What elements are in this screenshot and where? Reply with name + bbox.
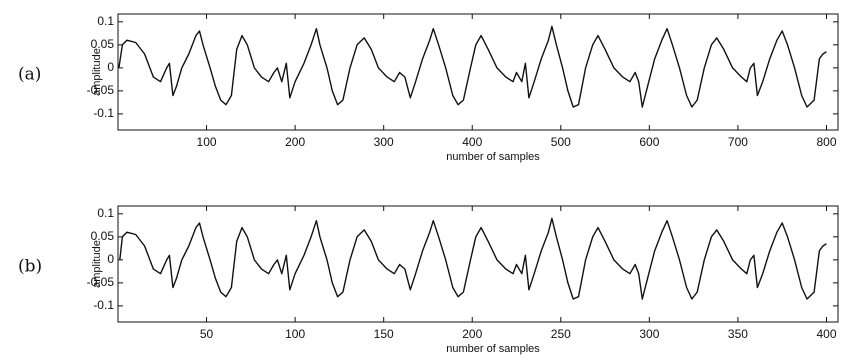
x-tick-label: 700	[728, 135, 748, 149]
plot-frame	[117, 13, 839, 131]
x-tick-label: 200	[285, 135, 305, 149]
x-tick-label: 100	[197, 135, 217, 149]
x-tick-label: 100	[285, 327, 305, 341]
y-tick-label: 0.05	[91, 229, 115, 243]
x-tick-label: 800	[816, 135, 836, 149]
x-tick-label: 150	[374, 327, 394, 341]
x-tick-label: 400	[462, 135, 482, 149]
x-tick-label: 500	[551, 135, 571, 149]
y-tick-label: 0	[107, 60, 114, 74]
y-tick-label: -0.05	[87, 275, 115, 289]
y-axis-label: amplitude	[91, 48, 103, 96]
x-tick-label: 200	[462, 327, 482, 341]
x-axis-label: number of samples	[446, 151, 540, 163]
y-tick-label: 0.05	[91, 37, 115, 51]
signal-line	[118, 25, 827, 108]
x-tick-label: 50	[200, 327, 214, 341]
x-tick-label: 300	[639, 327, 659, 341]
y-axis-label: amplitude	[91, 240, 103, 288]
y-tick-label: 0	[107, 252, 114, 266]
panel-label: (a)	[18, 65, 41, 85]
y-tick-label: -0.1	[93, 298, 114, 312]
signal-line	[119, 217, 827, 300]
x-tick-label: 600	[639, 135, 659, 149]
y-tick-label: 0.1	[97, 206, 114, 220]
plot-frame	[117, 205, 839, 323]
x-tick-label: 250	[551, 327, 571, 341]
y-tick-label: 0.1	[97, 14, 114, 28]
x-tick-label: 300	[374, 135, 394, 149]
y-tick-label: -0.05	[87, 83, 115, 97]
x-axis-label: number of samples	[446, 343, 540, 355]
y-tick-label: -0.1	[93, 106, 114, 120]
x-tick-label: 400	[816, 327, 836, 341]
x-tick-label: 350	[728, 327, 748, 341]
panel-label: (b)	[18, 257, 42, 277]
